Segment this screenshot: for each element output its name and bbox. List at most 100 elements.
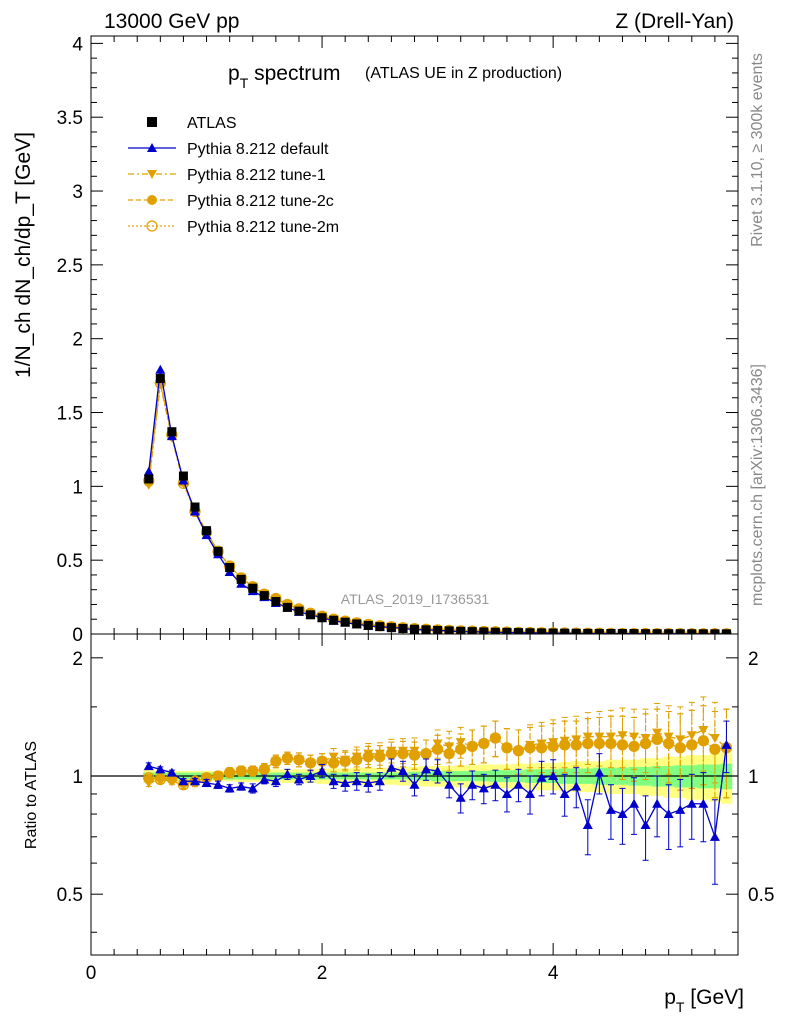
ratio-series-point [201, 777, 212, 787]
lower-y-tick-label: 1 [72, 767, 83, 788]
x-tick-label: 2 [317, 963, 328, 984]
upper-y-tick-label: 0.5 [57, 551, 83, 572]
ratio-series-point [490, 733, 501, 743]
ratio-series-point [421, 749, 432, 759]
ratio-series-point [259, 765, 270, 775]
data-point [410, 624, 419, 634]
ratio-series-point [213, 772, 224, 782]
ratio-series-point [513, 746, 524, 756]
ratio-series-point [652, 798, 663, 808]
x-tick-label: 0 [86, 963, 97, 984]
ratio-series-point [374, 776, 385, 786]
lower-y-tick-label: 2 [72, 649, 83, 670]
xlabel-p: p [664, 986, 676, 1009]
data-point [710, 629, 720, 634]
data-point [202, 526, 212, 536]
ratio-series-point [525, 740, 536, 750]
data-point [721, 629, 731, 634]
legend: ATLAS Pythia 8.212 default Pythia 8.212 tu… [128, 115, 339, 236]
data-point [675, 629, 685, 634]
data-point [583, 628, 593, 634]
ratio-series-point [409, 779, 420, 789]
ratio-series-point [259, 774, 270, 784]
ratio-series-point [409, 746, 420, 756]
upper-y-axis-label: 1/N_ch dN_ch/dp_T [GeV] [12, 132, 35, 378]
data-point [155, 374, 165, 384]
data-point [664, 629, 674, 634]
ratio-series-point [247, 766, 258, 776]
data-point [167, 427, 177, 437]
ratio-series-point [501, 743, 512, 753]
analysis-watermark: ATLAS_2019_I1736531 [341, 591, 490, 607]
ratio-series-point [559, 736, 570, 746]
ratio-series-point [640, 733, 651, 743]
legend-label: ATLAS [187, 115, 237, 132]
upper-plot: 0 0.5 1 1.5 2 2.5 3 3.5 4 [57, 34, 739, 646]
data-point [698, 629, 708, 634]
ratio-series-point [293, 755, 304, 765]
ratio-series-point [455, 744, 466, 755]
title-rest: spectrum [248, 62, 340, 85]
data-point [687, 629, 697, 634]
ratio-series-point [305, 771, 316, 781]
ratio-series-point [478, 739, 489, 749]
data-point [236, 574, 246, 584]
data-point [479, 627, 489, 634]
ratio-series-point [224, 768, 235, 778]
ratio-series-point [675, 735, 686, 745]
data-point [213, 546, 223, 556]
title-p: p [228, 62, 240, 85]
ratio-series-point [617, 731, 628, 741]
data-point [190, 502, 200, 512]
legend-marker [147, 143, 157, 152]
ratio-plot: 0.5 0.5 1 1 2 2 0 2 4 [57, 633, 774, 984]
ratio-series-point [282, 754, 293, 764]
ratio-series-point [582, 820, 593, 830]
ratio-series-point [721, 739, 732, 749]
ratio-series-point [501, 788, 512, 798]
ratio-series-point [397, 765, 408, 775]
plot-title-note: (ATLAS UE in Z production) [365, 65, 562, 82]
data-point [421, 625, 431, 634]
data-point [433, 625, 443, 634]
ratio-series-point [328, 776, 339, 786]
data-point [271, 597, 281, 607]
ratio-series-point [605, 804, 616, 814]
upper-y-tick-label: 0 [72, 625, 83, 646]
ratio-series-point [305, 758, 316, 768]
ratio-series-point [374, 749, 385, 759]
legend-marker [147, 195, 157, 205]
ratio-series-point [317, 765, 328, 775]
ratio-series-point [155, 764, 166, 774]
data-point [398, 624, 408, 634]
ratio-series-point [189, 776, 200, 786]
ratio-series-point [351, 776, 362, 786]
ratio-series-point [363, 777, 374, 787]
upper-y-tick-label: 3.5 [57, 108, 83, 129]
data-point [306, 610, 316, 620]
data-point [537, 628, 547, 634]
data-point [225, 563, 235, 573]
ratio-series-point [351, 752, 362, 762]
ratio-series-point [617, 739, 628, 750]
ratio-series-point [236, 766, 247, 776]
ratio-series-point [594, 767, 605, 777]
header-left-label: 13000 GeV pp [104, 10, 239, 33]
lower-y-tick-label-right: 0.5 [748, 885, 774, 906]
ratio-series-point [605, 732, 616, 742]
ratio-series-point [340, 777, 351, 787]
upper-y-tick-label: 2.5 [57, 256, 83, 277]
legend-label: Pythia 8.212 tune-2m [187, 219, 339, 236]
legend-marker [147, 117, 157, 127]
ratio-series-point [698, 798, 709, 808]
ratio-series-point [675, 804, 686, 814]
ratio-series-point [236, 781, 247, 791]
data-point [502, 627, 512, 634]
legend-label: Pythia 8.212 tune-1 [187, 167, 326, 184]
ratio-series-point [490, 779, 501, 789]
ratio-series-point [617, 809, 628, 819]
ratio-series-point [143, 778, 154, 788]
data-point [652, 629, 662, 634]
ratio-series-point [548, 771, 559, 781]
